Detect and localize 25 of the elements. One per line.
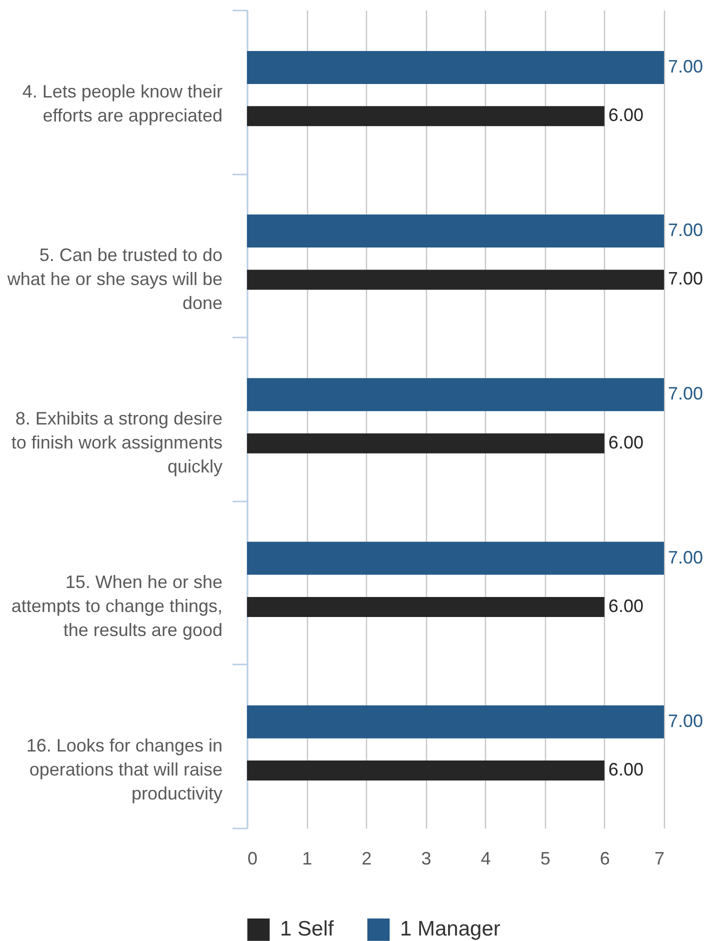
legend-label: 1 Self xyxy=(280,918,334,941)
legend-label: 1 Manager xyxy=(400,918,500,941)
x-tick-label: 1 xyxy=(302,848,312,868)
x-tick-label: 7 xyxy=(654,848,664,868)
data-label: 7.00 xyxy=(668,56,704,76)
data-label: 7.00 xyxy=(668,710,704,731)
x-tick-label: 2 xyxy=(362,848,372,868)
x-tick-label: 0 xyxy=(248,848,258,868)
x-tick-label: 5 xyxy=(540,848,550,868)
y-tick-label: 8. Exhibits a strong desire to finish work assignments quickly xyxy=(11,408,222,476)
data-label: 7.00 xyxy=(668,547,704,568)
y-tick-label: 15. When he or she attempts to change things, the results are good xyxy=(11,572,222,640)
data-label: 7.00 xyxy=(668,384,704,404)
data-label: 7.00 xyxy=(668,220,704,240)
x-tick-label: 3 xyxy=(421,848,432,868)
y-tick-label: 5. Can be trusted to do what he or she says will be done xyxy=(6,244,222,313)
x-tick-label: 4 xyxy=(480,848,491,868)
y-tick-label: 4. Lets people know their efforts are appreciated xyxy=(22,81,222,126)
data-label: 6.00 xyxy=(608,105,644,126)
x-tick-label: 6 xyxy=(600,848,610,868)
data-label: 6.00 xyxy=(608,760,644,780)
data-label: 6.00 xyxy=(608,596,644,616)
data-label: 6.00 xyxy=(608,432,644,452)
data-label: 7.00 xyxy=(668,268,704,289)
y-tick-label: 16. Looks for changes in operations that will raise productivity xyxy=(26,736,222,804)
